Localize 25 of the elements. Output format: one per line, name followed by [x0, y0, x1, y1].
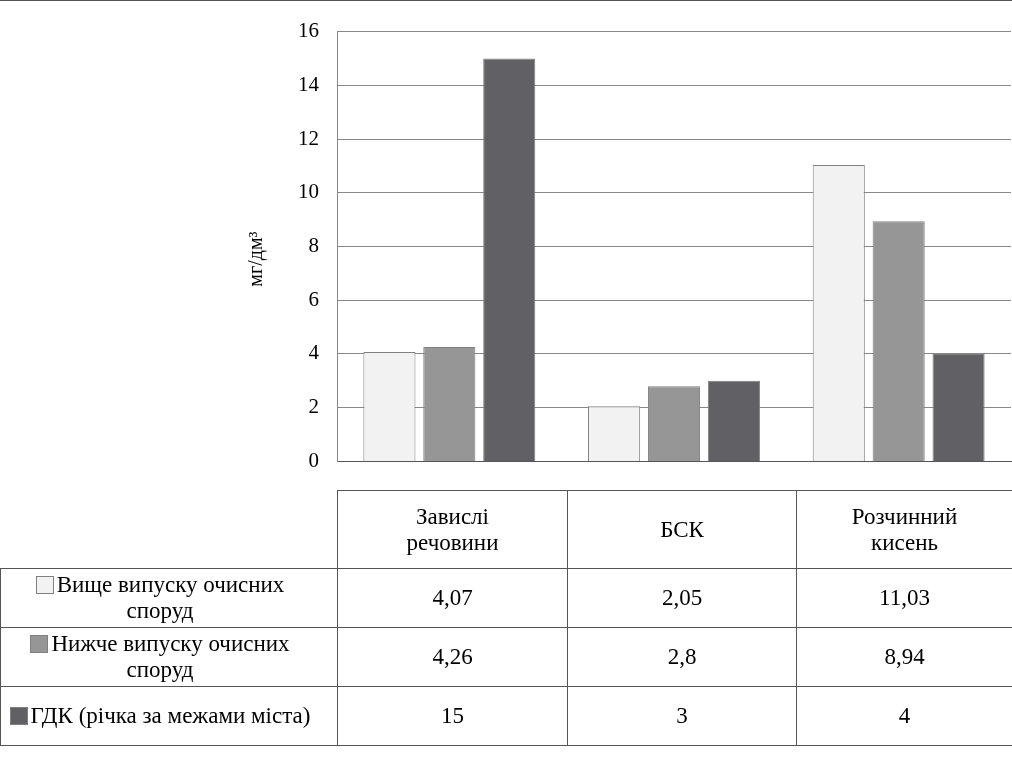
legend-label: ГДК (річка за межами міста): [0, 686, 338, 746]
y-tick-label: 2: [308, 394, 319, 419]
y-tick-label: 10: [298, 179, 319, 204]
y-tick-label: 0: [308, 447, 319, 472]
data-label: 8,94: [796, 627, 1012, 687]
legend-label: Нижче випуску очисних споруд: [0, 627, 338, 687]
x-tick-label: БСК: [567, 490, 797, 569]
data-label: 4,26: [337, 627, 568, 687]
data-label: 3: [567, 686, 797, 746]
y-tick-label: 6: [308, 286, 319, 311]
y-tick-label: 14: [298, 71, 320, 96]
legend-label: Вище випуску очисних споруд: [0, 568, 338, 628]
x-tick-label: Завислі речовини: [337, 490, 568, 569]
data-label: 2,8: [567, 627, 797, 687]
data-label: 11,03: [796, 568, 1012, 628]
data-label: 4: [796, 686, 1012, 746]
y-tick-label: 8: [308, 233, 319, 258]
y-axis-title: мг/дм³: [243, 231, 267, 287]
y-tick-label: 4: [308, 340, 320, 365]
data-label: 15: [337, 686, 568, 746]
x-tick-label: Розчинний кисень: [796, 490, 1012, 569]
y-tick-label: 12: [298, 125, 319, 150]
y-tick-label: 16: [298, 18, 319, 43]
data-label: 4,07: [337, 568, 568, 628]
data-label: 2,05: [567, 568, 797, 628]
